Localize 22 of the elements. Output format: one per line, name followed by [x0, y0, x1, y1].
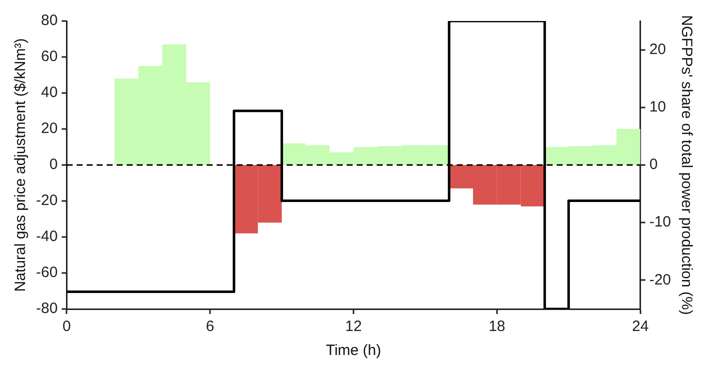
y-tick-label: 0 — [49, 156, 58, 174]
x-tick-label: 0 — [62, 318, 71, 336]
y2-tick-label: -10 — [649, 214, 672, 231]
x-tick-label: 6 — [206, 318, 214, 336]
y-tick-label: 40 — [40, 84, 58, 102]
y-tick-label: -80 — [36, 300, 58, 318]
y2-tick-label: 20 — [649, 40, 666, 58]
y2-tick-label: -20 — [649, 271, 672, 288]
y-tick-label: 60 — [40, 48, 58, 66]
y2-axis-title: NGFPPs' share of total power production (%) — [678, 15, 695, 315]
x-tick-label: 18 — [488, 318, 506, 336]
y-tick-label: 20 — [40, 120, 58, 138]
y-tick-label: -20 — [36, 192, 58, 210]
x-tick-label: 12 — [345, 318, 362, 336]
y2-tick-label: 0 — [649, 156, 658, 174]
y2-tick-label: 10 — [649, 98, 666, 116]
x-axis-title: Time (h) — [326, 342, 382, 360]
y-tick-label: -60 — [36, 264, 58, 282]
x-tick-label: 24 — [632, 318, 649, 336]
y-axis-title: Natural gas price adjustment ($/kNm³) — [12, 38, 30, 292]
y-tick-label: 80 — [40, 12, 58, 30]
y-tick-label: -40 — [36, 228, 58, 246]
